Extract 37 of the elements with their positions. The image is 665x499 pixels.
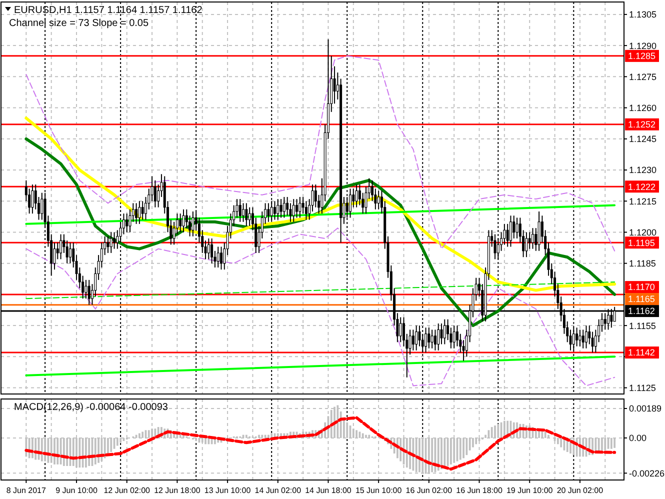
y-tick-label: 1.1215 [629,196,657,206]
y-tick-label: 1.1290 [629,40,657,51]
y-tick-label: 1.1305 [629,10,657,20]
y-tick-label: 1.1155 [629,320,656,331]
x-tick-label: 14 Jun 18:00 [305,486,352,495]
x-tick-label: 13 Jun 10:00 [204,486,252,495]
x-tick-label: 12 Jun 18:00 [154,486,201,495]
x-tick-label: 19 Jun 10:00 [506,486,554,495]
y-tick-label: 1.1260 [629,102,657,113]
chart-title: MACD(12,26,9) -0.00064 -0.00093 [14,402,168,413]
x-tick-label: 15 Jun 10:00 [355,486,402,495]
y-tick-label: 1.1230 [629,165,657,176]
ref-line-label: 1.1165 [628,294,655,304]
y-tick-label: 1.1200 [629,227,657,238]
x-tick-label: 12 Jun 02:00 [104,486,151,495]
x-tick-label: 9 Jun 10:00 [56,486,98,495]
y-tick-label: 1.1245 [629,134,657,144]
x-tick-label: 20 Jun 02:00 [556,486,604,495]
ref-line-label: 1.1285 [628,51,656,62]
x-tick-label: 14 Jun 02:00 [254,486,302,495]
y-tick-label: 1.1185 [629,258,656,269]
y-tick-label: 0.00 [629,433,647,444]
y-tick-label: 0.00189 [629,404,662,414]
ref-line-label: 1.1195 [628,238,655,248]
ref-line-label: 1.1142 [628,348,655,358]
chart-title: EURUSD,H1 1.1157 1.1164 1.1157 1.1162 [14,5,203,16]
y-tick-label: -0.00226 [629,468,665,478]
ref-line-label: 1.1162 [628,306,655,316]
x-tick-label: 8 Jun 2017 [6,486,47,495]
ref-line-label: 1.1222 [628,182,656,192]
x-tick-label: 16 Jun 02:00 [406,486,453,495]
y-tick-label: 1.1275 [629,72,657,82]
y-tick-label: 1.1125 [629,382,656,393]
x-tick-label: 16 Jun 18:00 [456,486,503,495]
ref-line-label: 1.1252 [628,120,656,130]
ref-line-label: 1.1170 [628,282,655,292]
text: Channel size = 73 Slope = 0.05 [9,18,149,29]
